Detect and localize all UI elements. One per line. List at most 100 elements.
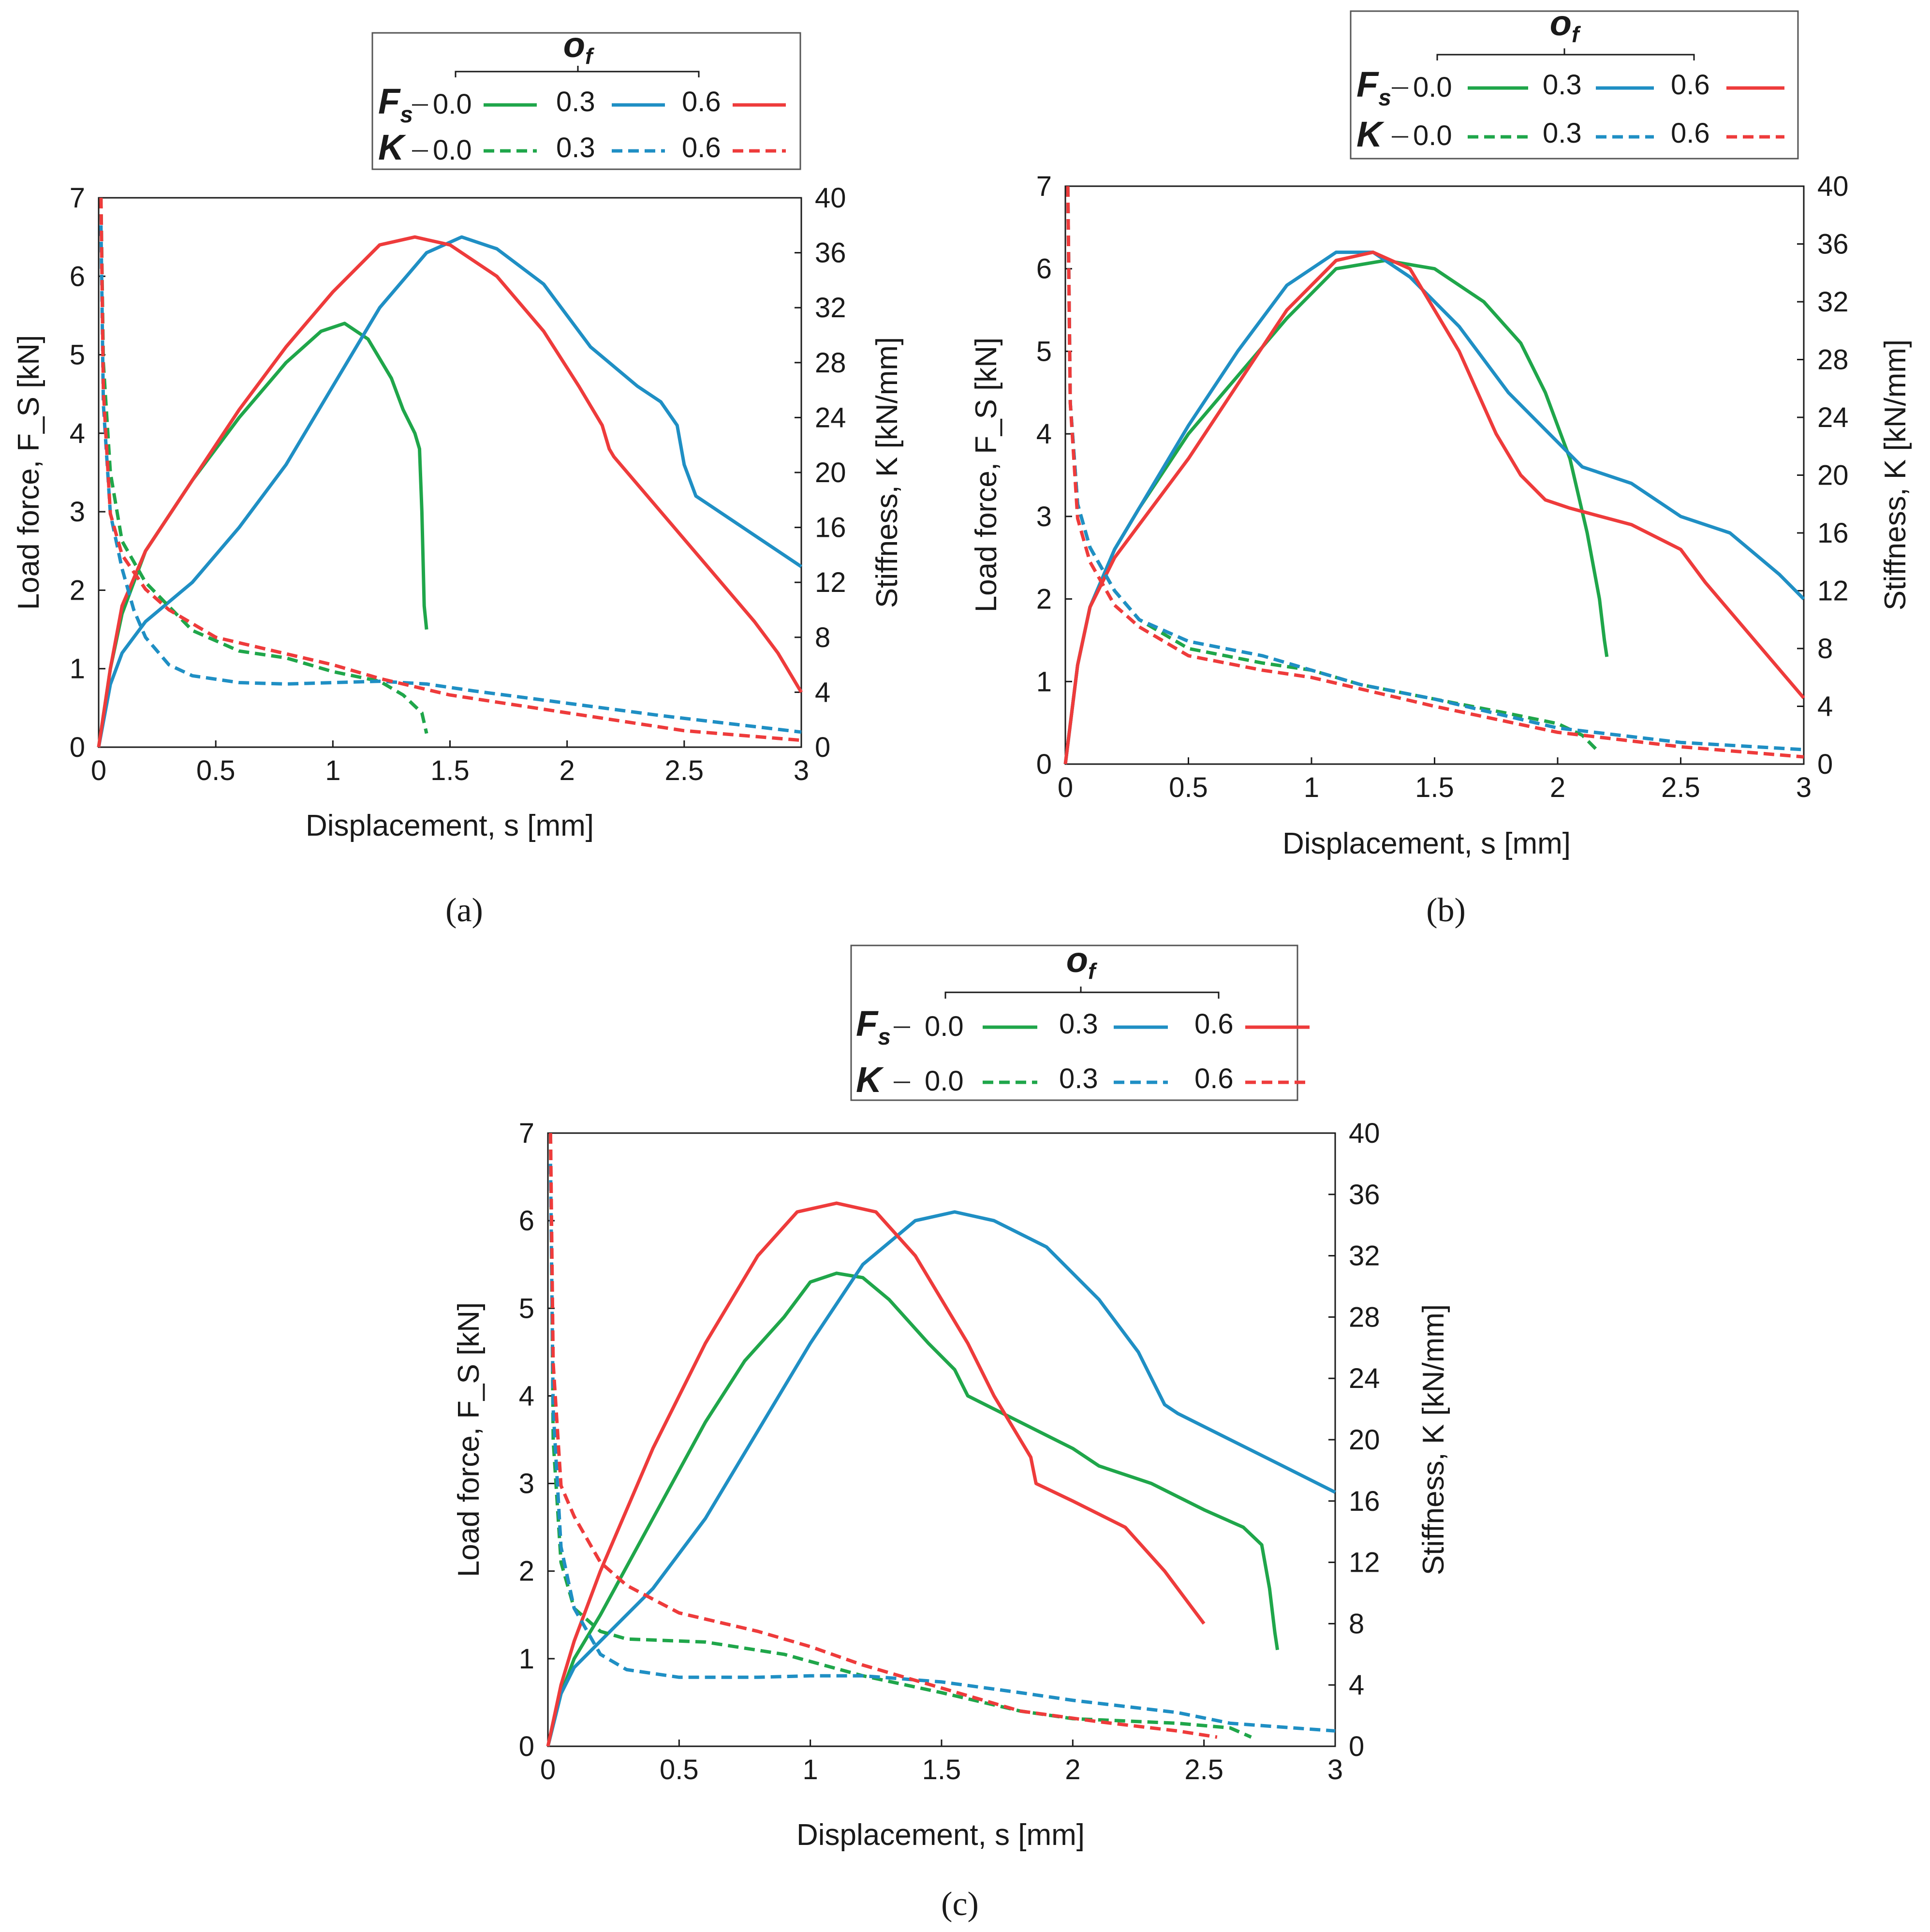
x-ticks-b: 0 0.5 1 1.5 2 2.5 3 — [1058, 757, 1812, 803]
y2-tick-label: 40 — [815, 182, 846, 214]
legend-k-symbol-b: K — [1356, 114, 1385, 154]
series-group-b — [1063, 186, 1805, 765]
x-tick-label: 0.5 — [660, 1754, 699, 1785]
y2-ticks-c: 0 4 8 12 16 20 24 28 32 36 40 — [1328, 1118, 1380, 1762]
legend-k-level-a-1: 0.3 — [556, 132, 595, 163]
x-tick-label: 2 — [1550, 772, 1565, 803]
legend-fs-level-a-0: 0.0 — [433, 88, 472, 120]
y-tick-label: 2 — [70, 575, 85, 606]
y2-tick-label: 28 — [1349, 1301, 1380, 1333]
y2-tick-label: 0 — [1817, 749, 1833, 780]
series-c-k-06 — [548, 1133, 1218, 1739]
x-tick-label: 1.5 — [430, 755, 470, 786]
y2-tick-label: 4 — [815, 677, 830, 708]
y-tick-label: 6 — [1036, 253, 1052, 285]
y2-tick-label: 16 — [1349, 1486, 1380, 1517]
series-a-k-06 — [99, 197, 802, 742]
x-tick-label: 1 — [803, 1754, 818, 1785]
y2-axis-label-c: Stiffness, K [kN/mm] — [1417, 1304, 1450, 1575]
y2-tick-label: 16 — [1817, 517, 1849, 549]
y2-tick-label: 36 — [1817, 229, 1849, 260]
y2-tick-label: 36 — [1349, 1179, 1380, 1210]
series-b-fs-06 — [1063, 251, 1805, 765]
x-tick-label: 0 — [1058, 772, 1073, 803]
y-tick-label: 6 — [519, 1205, 534, 1237]
x-tick-label: 0 — [91, 755, 106, 786]
y-tick-label: 6 — [70, 261, 85, 292]
x-axis-label-c: Displacement, s [mm] — [796, 1818, 1085, 1852]
legend-title-a: of — [563, 25, 595, 69]
legend-fs-symbol-a: Fs — [378, 81, 413, 128]
x-tick-label: 0.5 — [196, 755, 236, 786]
legend-fs-level-c-2: 0.6 — [1194, 1008, 1234, 1040]
series-a-k-03 — [99, 225, 802, 734]
y-tick-label: 0 — [1036, 749, 1052, 780]
x-tick-label: 2.5 — [665, 755, 704, 786]
x-tick-label: 0.5 — [1169, 772, 1208, 803]
series-a-fs-06 — [97, 235, 803, 748]
legend-fs-level-b-1: 0.3 — [1543, 69, 1582, 101]
y2-ticks-b: 0 4 8 12 16 20 24 28 32 36 40 — [1797, 171, 1849, 780]
plot-frame-c — [547, 1132, 1336, 1747]
legend-fs-level-b-0: 0.0 — [1413, 72, 1452, 103]
y2-tick-label: 0 — [1349, 1731, 1364, 1762]
y2-tick-label: 20 — [815, 457, 846, 488]
y2-tick-label: 8 — [815, 622, 830, 653]
x-tick-label: 0 — [540, 1754, 556, 1785]
y-axis-label-a: Load force, F_S [kN] — [12, 335, 45, 610]
series-group-c — [546, 1133, 1336, 1747]
y-tick-label: 4 — [1036, 418, 1052, 450]
x-ticks-a: 0 0.5 1 1.5 2 2.5 3 — [91, 740, 809, 786]
x-tick-label: 3 — [1796, 772, 1812, 803]
legend-k-level-b-2: 0.6 — [1671, 118, 1710, 149]
legend-fs-level-a-2: 0.6 — [682, 86, 721, 118]
legend-fs-symbol-b: Fs — [1356, 64, 1391, 111]
y-tick-label: 0 — [519, 1731, 534, 1762]
legend-fs-level-c-0: 0.0 — [925, 1011, 964, 1042]
y2-tick-label: 36 — [815, 237, 846, 269]
legend-fs-level-a-1: 0.3 — [556, 86, 595, 118]
x-tick-label: 1.5 — [922, 1754, 961, 1785]
y-ticks-a: 0 1 2 3 4 5 6 7 — [70, 182, 105, 763]
y-tick-label: 7 — [70, 182, 85, 214]
y-tick-label: 2 — [1036, 584, 1052, 615]
x-tick-label: 2.5 — [1184, 1754, 1223, 1785]
y-tick-label: 5 — [519, 1293, 534, 1324]
y-tick-label: 1 — [70, 653, 85, 685]
caption-b: (b) — [1426, 892, 1466, 929]
x-ticks-c: 0 0.5 1 1.5 2 2.5 3 — [540, 1740, 1343, 1785]
legend-b: of Fs 0.0 0.3 0.6 K 0.0 0.3 0.6 — [1350, 3, 1799, 160]
y-tick-label: 4 — [519, 1380, 534, 1412]
y2-tick-label: 20 — [1349, 1424, 1380, 1456]
panel-b: of Fs 0.0 0.3 0.6 K 0.0 0.3 0.6 0 0.5 1 1.5… — [970, 3, 1912, 929]
legend-k-symbol-a: K — [378, 127, 406, 167]
y2-tick-label: 8 — [1817, 633, 1833, 664]
x-tick-label: 3 — [794, 755, 809, 786]
y2-tick-label: 12 — [1349, 1547, 1380, 1578]
y2-tick-label: 28 — [815, 347, 846, 379]
legend-fs-symbol-c: Fs — [856, 1003, 891, 1050]
series-b-k-06 — [1066, 186, 1804, 759]
y2-tick-label: 0 — [815, 732, 830, 763]
y-tick-label: 5 — [70, 339, 85, 371]
legend-fs-level-c-1: 0.3 — [1059, 1008, 1098, 1040]
series-c-k-00 — [548, 1133, 1252, 1739]
legend-a: of Fs 0.0 0.3 0.6 K 0.0 0.3 0.6 — [371, 25, 801, 170]
y2-tick-label: 24 — [1349, 1363, 1380, 1394]
y2-tick-label: 4 — [1349, 1669, 1364, 1701]
x-axis-label-b: Displacement, s [mm] — [1282, 827, 1571, 860]
plot-frame-a — [98, 197, 802, 748]
y-tick-label: 3 — [70, 496, 85, 528]
y-tick-label: 1 — [519, 1643, 534, 1675]
series-c-fs-06 — [546, 1201, 1206, 1747]
y-tick-label: 7 — [1036, 171, 1052, 202]
legend-k-level-b-1: 0.3 — [1543, 118, 1582, 149]
y-tick-label: 3 — [1036, 501, 1052, 532]
y2-tick-label: 32 — [1817, 286, 1849, 318]
y-tick-label: 0 — [70, 732, 85, 763]
panel-a: of Fs 0.0 0.3 0.6 K 0.0 0.3 0.6 0 0.5 1 1.5… — [12, 25, 904, 929]
y2-tick-label: 12 — [815, 567, 846, 598]
y-tick-label: 4 — [70, 418, 85, 449]
x-tick-label: 3 — [1327, 1754, 1343, 1785]
x-tick-label: 2 — [560, 755, 575, 786]
